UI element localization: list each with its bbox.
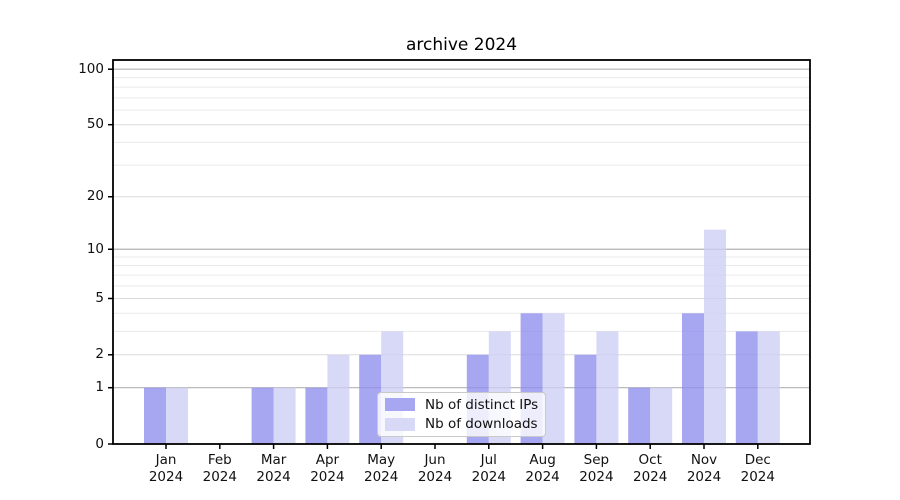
chart-title: archive 2024 [405,35,518,55]
bar-downloads-nov [704,229,726,444]
legend-label-downloads: Nb of downloads [425,416,538,433]
x-tick-label-feb: Feb 2024 [202,452,237,485]
bar-distinct-ips-apr [305,387,328,444]
bar-downloads-dec [757,331,780,444]
y-tick-label-10: 10 [86,240,104,257]
y-tick-label-1: 1 [95,379,104,396]
bar-distinct-ips-dec [735,331,758,444]
legend-swatch-distinct-ips [385,398,415,412]
x-tick-label-jul: Jul 2024 [471,452,506,485]
y-tick-label-5: 5 [95,289,104,306]
x-tick-label-dec: Dec 2024 [740,452,775,485]
x-tick-label-nov: Nov 2024 [686,452,722,485]
bar-downloads-sep [596,331,619,444]
x-tick-label-jan: Jan 2024 [148,452,184,485]
bar-distinct-ips-sep [574,354,597,444]
y-tick-label-50: 50 [86,116,104,133]
y-tick-label-100: 100 [78,60,104,77]
x-tick-label-aug: Aug 2024 [525,452,560,485]
x-tick-label-sep: Sep 2024 [579,452,614,485]
x-tick-label-oct: Oct 2024 [633,452,668,485]
bar-distinct-ips-may [359,354,382,444]
x-tick-label-mar: Mar 2024 [256,452,291,485]
bar-distinct-ips-jan [144,387,166,444]
bar-downloads-oct [650,387,673,444]
y-tick-label-2: 2 [95,346,104,363]
legend-label-distinct-ips: Nb of distinct IPs [425,396,539,413]
bar-downloads-aug [542,313,565,444]
bar-downloads-mar [273,387,296,444]
y-tick-label-0: 0 [95,435,104,452]
legend-item-distinct-ips: Nb of distinct IPs [385,397,545,413]
bar-downloads-apr [327,354,350,444]
legend-item-downloads: Nb of downloads [385,416,545,432]
x-tick-label-may: May 2024 [364,452,399,485]
bar-distinct-ips-nov [682,313,704,444]
bar-distinct-ips-oct [628,387,651,444]
bar-distinct-ips-mar [251,387,274,444]
x-tick-label-jun: Jun 2024 [417,452,453,485]
legend-swatch-downloads [385,417,415,431]
legend: Nb of distinct IPs Nb of downloads [377,392,546,437]
y-tick-label-20: 20 [86,188,104,205]
x-tick-label-apr: Apr 2024 [310,452,345,485]
bar-downloads-jan [166,387,188,444]
axes-frame [112,59,811,445]
